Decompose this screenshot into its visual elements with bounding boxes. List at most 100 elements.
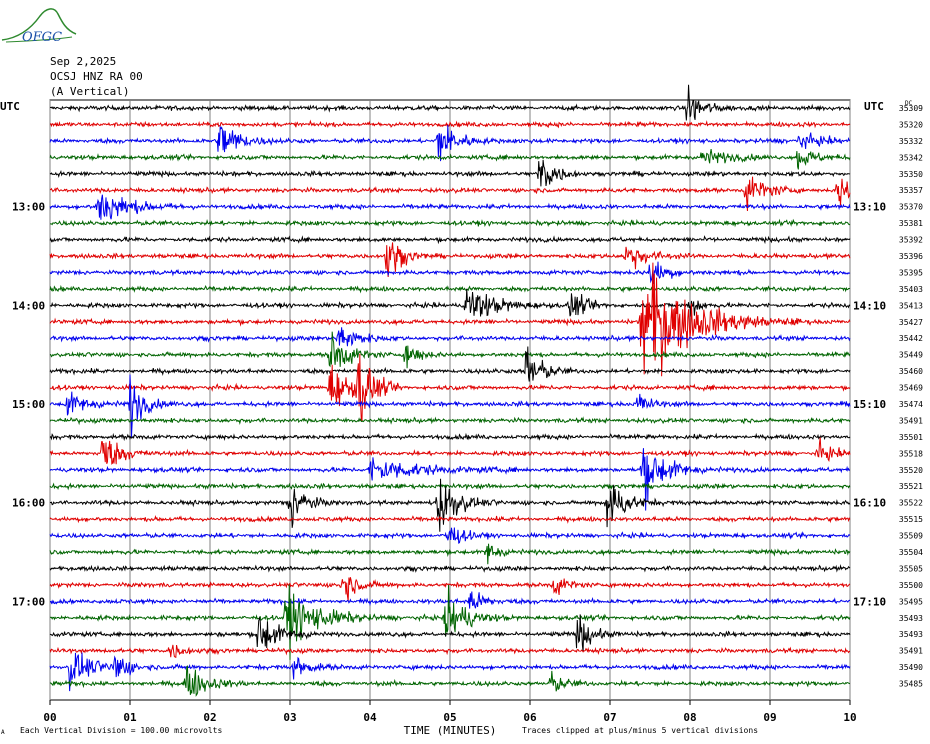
date-label: Sep 2,2025 <box>50 55 117 68</box>
x-tick-label: 01 <box>123 711 137 724</box>
seismic-trace <box>49 448 851 511</box>
x-tick-label: 04 <box>363 711 377 724</box>
dc-offset-label: 35392 <box>899 236 923 245</box>
seismic-trace <box>49 432 851 442</box>
dc-offset-label: 35396 <box>899 252 923 261</box>
right-time-label: 13:10 <box>853 201 886 214</box>
seismic-trace <box>49 288 851 317</box>
dc-offset-label: 35521 <box>899 482 923 491</box>
x-tick-label: 09 <box>763 711 776 724</box>
component-label: (A Vertical) <box>50 85 130 98</box>
clip-note: Traces clipped at plus/minus 5 vertical … <box>522 726 758 735</box>
ofgc-logo: OFGC <box>0 4 80 50</box>
seismic-trace <box>49 242 851 278</box>
dc-offset-label: 35493 <box>899 614 923 623</box>
logo-mountain-icon <box>1 8 77 41</box>
left-time-label: 16:00 <box>12 497 45 510</box>
dc-offset-label: 35509 <box>899 532 923 541</box>
dc-offset-label: 35370 <box>899 203 923 212</box>
seismic-trace <box>49 331 851 369</box>
seismic-trace <box>49 218 851 228</box>
right-axis-label: UTC <box>864 100 884 113</box>
seismic-trace <box>49 327 851 347</box>
left-time-label: 15:00 <box>12 398 45 411</box>
seismic-trace <box>49 84 851 121</box>
seismic-trace <box>49 124 851 162</box>
station-label: OCSJ HNZ RA 00 <box>50 70 143 83</box>
dc-offset-label: 35449 <box>899 351 923 360</box>
x-tick-label: 06 <box>523 711 537 724</box>
dc-offset-label: 35485 <box>899 680 923 689</box>
x-tick-label: 07 <box>603 711 616 724</box>
x-tick-label: 00 <box>43 711 56 724</box>
dc-offset-label: 35522 <box>899 499 923 508</box>
left-time-label: 14:00 <box>12 299 45 312</box>
seismic-trace <box>49 527 851 544</box>
dc-offset-label: 35493 <box>899 630 923 639</box>
seismic-trace <box>49 665 851 697</box>
seismic-trace <box>49 591 851 609</box>
seismic-trace <box>49 346 851 382</box>
left-time-label: 17:00 <box>12 595 45 608</box>
dc-offset-label: 35395 <box>899 268 923 277</box>
seismic-trace <box>49 235 851 245</box>
right-time-label: 15:10 <box>853 398 886 411</box>
dc-offset-label: 35500 <box>899 581 923 590</box>
right-time-label: 14:10 <box>853 299 886 312</box>
seismic-trace <box>49 159 851 187</box>
dc-offset-label: 35403 <box>899 285 923 294</box>
seismic-trace <box>49 652 851 692</box>
dc-offset-label: 35442 <box>899 334 923 343</box>
seismic-trace <box>49 584 851 660</box>
seismic-trace <box>49 644 851 659</box>
dc-offset-label: 35427 <box>899 318 923 327</box>
dc-offset-label: 35381 <box>899 219 923 228</box>
seismic-trace <box>49 577 851 602</box>
x-axis-title: TIME (MINUTES) <box>404 724 497 737</box>
seismic-trace <box>49 284 851 294</box>
dc-offset-label: 35501 <box>899 433 923 442</box>
logo-text: OFGC <box>22 30 62 45</box>
x-tick-label: 08 <box>683 711 696 724</box>
right-time-label: 17:10 <box>853 595 886 608</box>
x-tick-label: 10 <box>843 711 856 724</box>
dc-offset-label: 35350 <box>899 170 923 179</box>
dc-offset-label: 35332 <box>899 137 923 146</box>
dc-offset-label: 35495 <box>899 597 923 606</box>
dc-offset-label: 35505 <box>899 564 923 573</box>
x-tick-label: 05 <box>443 711 456 724</box>
seismic-trace <box>49 515 851 524</box>
x-tick-label: 02 <box>203 711 216 724</box>
footer-corner-mark: A <box>1 729 5 736</box>
seismic-trace <box>49 416 851 426</box>
seismic-trace <box>49 149 851 170</box>
dc-offset-label: 35357 <box>899 186 923 195</box>
seismic-trace <box>49 261 851 285</box>
dc-offset-label: 35309 <box>899 104 923 113</box>
dc-offset-label: 35491 <box>899 647 923 656</box>
dc-offset-label: 35518 <box>899 449 923 458</box>
dc-offset-label: 35491 <box>899 416 923 425</box>
dc-offset-label: 35413 <box>899 301 923 310</box>
x-tick-label: 03 <box>283 711 296 724</box>
seismic-trace <box>49 374 851 438</box>
seismic-trace <box>49 437 851 465</box>
seismic-trace <box>49 478 851 532</box>
dc-offset-label: 35474 <box>899 400 923 409</box>
seismic-trace <box>49 176 851 212</box>
dc-offset-label: 35490 <box>899 663 923 672</box>
dc-offset-label: 35320 <box>899 120 923 129</box>
dc-offset-label: 35504 <box>899 548 923 557</box>
seismic-trace <box>49 194 851 220</box>
right-time-label: 16:10 <box>853 497 886 510</box>
dc-offset-label: 35520 <box>899 466 923 475</box>
seismic-trace <box>49 481 851 491</box>
seismic-trace <box>49 353 851 422</box>
seismic-trace <box>49 262 851 377</box>
left-axis-label: UTC <box>0 100 20 113</box>
seismic-trace <box>49 543 851 565</box>
seismic-trace <box>49 119 851 129</box>
seismic-trace <box>49 564 851 573</box>
dc-offset-label: 35469 <box>899 384 923 393</box>
